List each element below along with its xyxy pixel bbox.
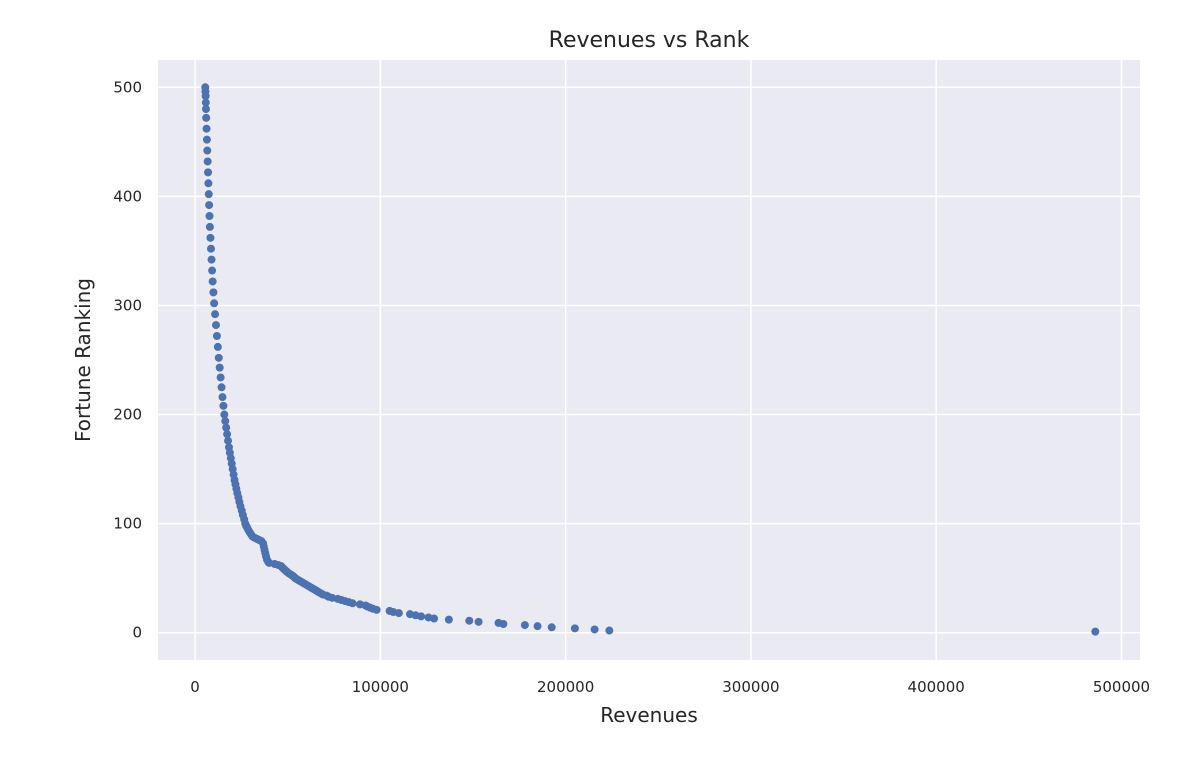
data-point bbox=[203, 146, 212, 155]
plot-area bbox=[158, 60, 1140, 660]
data-point bbox=[201, 83, 210, 92]
data-point bbox=[214, 353, 223, 362]
x-tick-label: 500000 bbox=[1093, 678, 1150, 696]
y-axis-label: Fortune Ranking bbox=[71, 278, 95, 442]
data-point bbox=[204, 168, 213, 177]
data-point bbox=[605, 626, 614, 635]
data-point bbox=[223, 430, 232, 439]
data-point bbox=[211, 321, 220, 330]
data-point bbox=[533, 622, 542, 631]
x-tick-label: 100000 bbox=[352, 678, 409, 696]
data-point bbox=[204, 190, 213, 199]
y-tick-label: 400 bbox=[113, 187, 142, 205]
data-point bbox=[203, 157, 212, 166]
data-point bbox=[219, 401, 228, 410]
data-point bbox=[217, 383, 226, 392]
data-point bbox=[424, 613, 433, 622]
x-tick-label: 200000 bbox=[537, 678, 594, 696]
data-point bbox=[202, 113, 211, 122]
data-point bbox=[474, 617, 483, 626]
data-point bbox=[208, 277, 217, 286]
data-point bbox=[215, 363, 224, 372]
data-point bbox=[206, 233, 215, 242]
data-point bbox=[221, 417, 230, 426]
data-point bbox=[224, 436, 233, 445]
x-tick-label: 300000 bbox=[722, 678, 779, 696]
data-point bbox=[213, 342, 222, 351]
data-points bbox=[201, 83, 1100, 636]
data-point bbox=[202, 124, 211, 133]
x-axis-label: Revenues bbox=[600, 703, 698, 727]
y-tick-label: 300 bbox=[113, 296, 142, 314]
x-tick-label: 400000 bbox=[908, 678, 965, 696]
data-point bbox=[218, 393, 227, 402]
y-tick-label: 0 bbox=[132, 624, 142, 642]
data-point bbox=[520, 621, 529, 630]
chart-title: Revenues vs Rank bbox=[549, 28, 750, 53]
data-point bbox=[547, 623, 556, 632]
data-point bbox=[208, 266, 217, 275]
data-point bbox=[444, 615, 453, 624]
data-point bbox=[211, 310, 220, 319]
data-point bbox=[209, 288, 218, 297]
data-point bbox=[405, 610, 414, 619]
data-point bbox=[207, 255, 216, 264]
data-point bbox=[205, 201, 214, 210]
y-tick-label: 500 bbox=[113, 78, 142, 96]
data-point bbox=[201, 98, 210, 107]
y-tick-label: 100 bbox=[113, 515, 142, 533]
data-point bbox=[1091, 627, 1100, 636]
y-tick-label: 200 bbox=[113, 406, 142, 424]
data-point bbox=[210, 299, 219, 308]
data-point bbox=[212, 332, 221, 340]
data-point bbox=[216, 373, 225, 382]
data-point bbox=[202, 135, 211, 144]
data-point bbox=[205, 212, 214, 220]
data-point bbox=[590, 625, 599, 634]
x-tick-labels: 0 100000 200000 300000 400000 500000 bbox=[190, 678, 1150, 696]
x-tick-label: 0 bbox=[190, 678, 200, 696]
data-point bbox=[570, 624, 579, 633]
data-point bbox=[201, 105, 210, 114]
data-point bbox=[206, 244, 215, 253]
data-point bbox=[494, 618, 503, 627]
data-point bbox=[224, 443, 233, 452]
data-point bbox=[220, 410, 229, 419]
data-point bbox=[204, 179, 213, 188]
grid-lines bbox=[158, 60, 1140, 660]
data-point bbox=[205, 222, 214, 231]
y-tick-labels: 0 100 200 300 400 500 bbox=[113, 78, 142, 641]
data-point bbox=[385, 606, 394, 615]
data-point bbox=[465, 616, 474, 625]
data-point bbox=[222, 423, 231, 432]
data-point bbox=[355, 600, 364, 609]
